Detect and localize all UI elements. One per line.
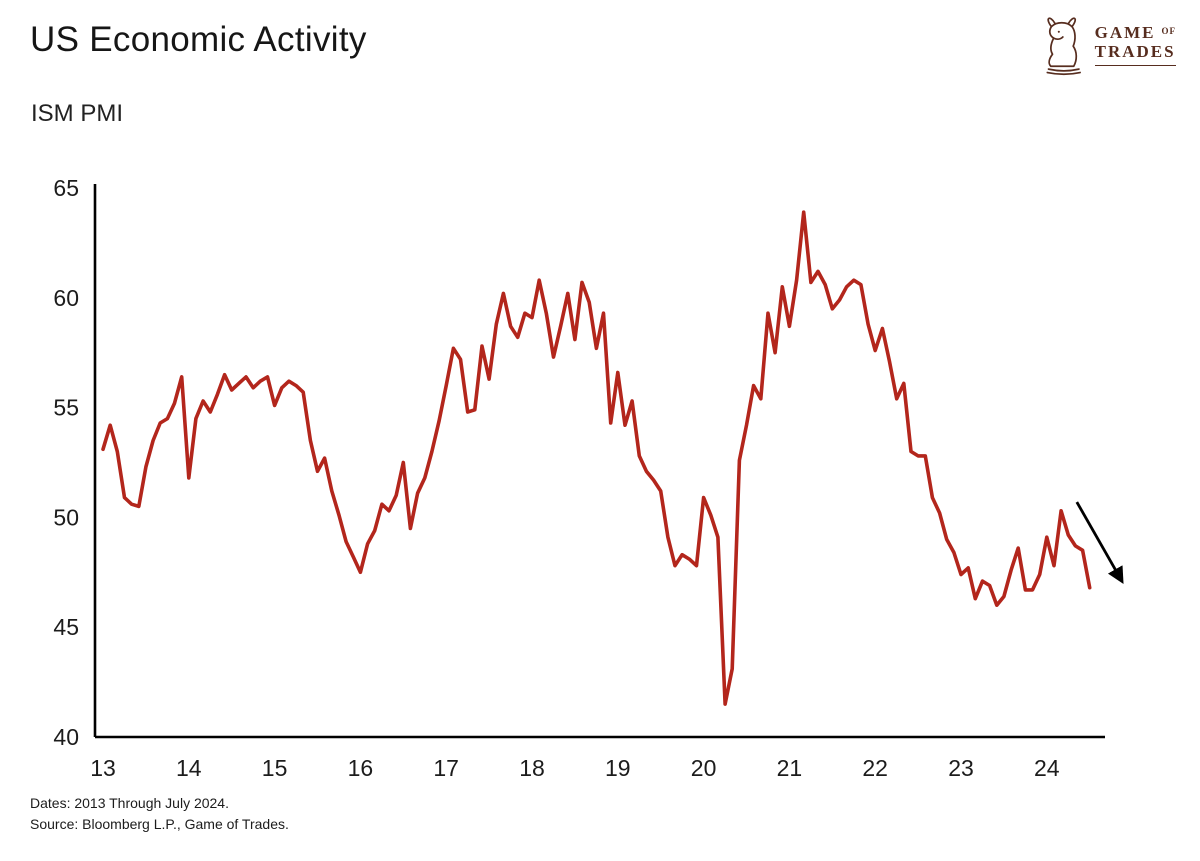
x-axis-tick-label: 18 xyxy=(519,755,545,781)
x-axis-tick-label: 22 xyxy=(862,755,888,781)
logo-word-game: GAME xyxy=(1094,23,1156,43)
downtrend-arrow xyxy=(1075,501,1124,585)
x-axis-tick-label: 24 xyxy=(1034,755,1060,781)
x-axis-tick-label: 17 xyxy=(433,755,459,781)
x-axis-tick-label: 19 xyxy=(605,755,631,781)
x-axis-tick-label: 21 xyxy=(777,755,803,781)
logo-wordmark: GAME OF TRADES xyxy=(1094,23,1176,66)
y-axis-tick-label: 50 xyxy=(53,504,79,530)
footnote-dates: Dates: 2013 Through July 2024. xyxy=(30,795,229,811)
y-axis-tick-label: 55 xyxy=(53,395,79,421)
page-title: US Economic Activity xyxy=(30,20,367,59)
chart-subtitle: ISM PMI xyxy=(31,100,124,127)
chart-canvas: 65 60 55 50 45 40 13 14 15 16 17 18 19 20 21 22 23 24 xyxy=(53,175,1124,781)
y-axis-tick-label: 40 xyxy=(53,724,79,750)
logo-word-trades: TRADES xyxy=(1094,42,1176,61)
y-axis-tick-label: 60 xyxy=(53,285,79,311)
x-axis-tick-label: 20 xyxy=(691,755,717,781)
x-axis-tick-label: 15 xyxy=(262,755,288,781)
footnote-source: Source: Bloomberg L.P., Game of Trades. xyxy=(30,816,289,832)
ism-pmi-series-line xyxy=(101,210,1092,706)
x-axis-tick-label: 14 xyxy=(176,755,202,781)
chart-footnote: Dates: 2013 Through July 2024. Source: B… xyxy=(30,793,289,835)
bull-chess-knight-icon xyxy=(1041,14,1087,76)
x-axis-tick-label: 23 xyxy=(948,755,974,781)
y-axis-tick-label: 45 xyxy=(53,614,79,640)
y-axis-tick-label: 65 xyxy=(53,175,79,201)
game-of-trades-logo: GAME OF TRADES xyxy=(1041,14,1176,76)
x-axis-tick-label: 16 xyxy=(348,755,374,781)
logo-word-of: OF xyxy=(1161,26,1176,37)
pmi-line-chart: 65 60 55 50 45 40 13 14 15 16 17 18 19 20 21 22 23 24 xyxy=(20,148,1180,808)
x-axis-tick-label: 13 xyxy=(90,755,116,781)
